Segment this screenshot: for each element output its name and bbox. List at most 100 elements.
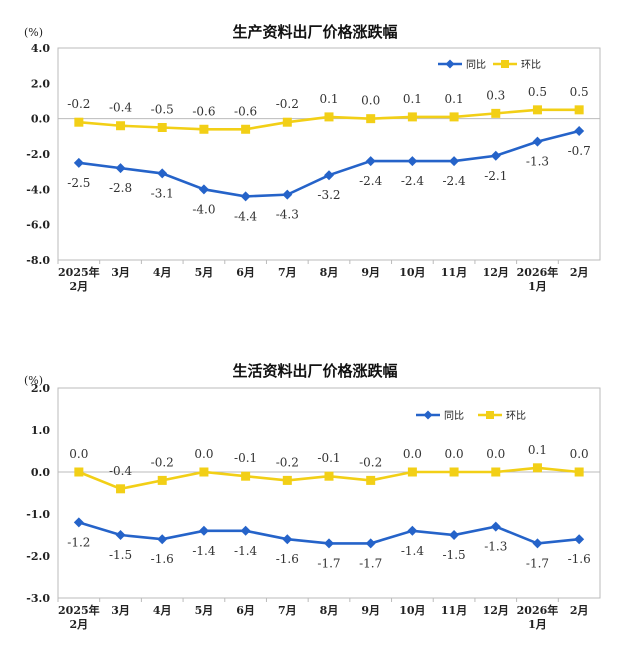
data-label: -2.5 xyxy=(67,176,90,190)
x-tick-label: 10月 xyxy=(399,604,425,617)
data-point xyxy=(199,124,209,134)
data-point xyxy=(74,117,84,127)
series-yoy: -2.5 -2.8 -3.1 -4.0 -4.4 -4.3 -3.2 -2.4 -2.4 -2.4… xyxy=(67,126,591,223)
data-point xyxy=(407,156,418,167)
data-point xyxy=(198,525,209,536)
data-label: -4.3 xyxy=(276,208,299,222)
data-point xyxy=(116,484,126,494)
data-label: -1.6 xyxy=(276,552,299,566)
data-label: 0.0 xyxy=(361,94,380,108)
data-point xyxy=(157,475,167,485)
data-label: -1.5 xyxy=(109,548,132,562)
data-label: -0.7 xyxy=(568,144,591,158)
x-tick-label: 2月 xyxy=(570,604,589,617)
data-point xyxy=(491,108,501,118)
x-tick-label: 8月 xyxy=(320,266,339,279)
x-tick-label: 3月 xyxy=(111,604,130,617)
data-label: -1.7 xyxy=(359,556,382,570)
data-label: -1.6 xyxy=(151,552,174,566)
data-label: 0.5 xyxy=(570,85,589,99)
data-point xyxy=(532,136,543,147)
y-tick-label: 4.0 xyxy=(31,42,50,55)
data-label: -0.1 xyxy=(234,451,257,465)
data-label: 0.1 xyxy=(403,92,422,106)
data-label: 0.0 xyxy=(445,447,464,461)
data-label: -4.4 xyxy=(234,209,258,223)
x-tick-label: 12月 xyxy=(483,266,509,279)
data-label: 0.0 xyxy=(69,447,88,461)
x-tick-label: 7月 xyxy=(278,266,297,279)
y-axis-unit: (%) xyxy=(24,26,43,39)
data-point xyxy=(324,471,334,481)
x-tick-label: 11月 xyxy=(441,266,467,279)
data-label: -4.0 xyxy=(192,202,215,216)
data-point xyxy=(532,105,542,115)
x-tick-label: 9月 xyxy=(361,266,380,279)
data-point xyxy=(532,463,542,473)
y-tick-label: 2.0 xyxy=(31,382,50,395)
x-tick-label: 3月 xyxy=(111,266,130,279)
data-point xyxy=(574,467,584,477)
y-tick-label: 1.0 xyxy=(31,424,50,437)
data-point xyxy=(532,538,543,549)
data-label: -1.4 xyxy=(192,544,216,558)
data-label: -0.2 xyxy=(151,455,174,469)
data-point xyxy=(324,170,334,181)
data-label: -1.3 xyxy=(526,155,549,169)
data-point xyxy=(157,534,168,545)
data-point xyxy=(74,467,84,477)
data-label: 0.0 xyxy=(403,447,422,461)
data-label: -2.8 xyxy=(109,181,132,195)
legend-label: 同比 xyxy=(444,410,464,422)
data-point xyxy=(407,112,417,122)
data-point xyxy=(574,126,585,137)
data-point xyxy=(199,467,209,477)
data-label: -2.4 xyxy=(359,174,383,188)
data-point xyxy=(366,114,376,124)
data-point xyxy=(366,475,376,485)
legend-label: 环比 xyxy=(521,59,541,71)
data-point xyxy=(282,189,293,200)
legend-marker xyxy=(423,410,433,420)
data-point xyxy=(198,184,209,195)
data-label: 0.0 xyxy=(194,447,213,461)
chart-title: 生活资料出厂价格涨跌幅 xyxy=(232,362,397,380)
y-axis-unit: (%) xyxy=(24,374,43,387)
data-point xyxy=(240,525,251,536)
x-tick-label: 8月 xyxy=(320,604,339,617)
y-tick-label: -3.0 xyxy=(26,592,50,605)
data-point xyxy=(407,525,418,536)
legend-label: 环比 xyxy=(506,410,526,422)
x-tick-label: 2026年 xyxy=(517,265,559,279)
data-label: -2.4 xyxy=(401,174,425,188)
data-label: -2.1 xyxy=(484,169,507,183)
data-point xyxy=(490,150,501,161)
legend-label: 同比 xyxy=(466,59,486,71)
legend: 同比 环比 xyxy=(416,410,526,422)
data-label: -0.4 xyxy=(109,101,133,115)
data-label: 0.0 xyxy=(570,447,589,461)
x-tick-label: 2月 xyxy=(70,618,89,631)
data-label: -1.5 xyxy=(443,548,466,562)
data-label: -1.4 xyxy=(234,544,258,558)
y-tick-label: 2.0 xyxy=(31,77,50,90)
data-point xyxy=(73,517,84,528)
legend-marker xyxy=(486,411,494,419)
x-tick-label: 4月 xyxy=(153,604,172,617)
data-point xyxy=(574,105,584,115)
data-point xyxy=(449,467,459,477)
data-label: -0.2 xyxy=(276,97,299,111)
data-point xyxy=(324,112,334,122)
x-tick-label: 2月 xyxy=(570,266,589,279)
x-tick-label: 12月 xyxy=(483,604,509,617)
data-label: -3.2 xyxy=(317,188,340,202)
x-tick-label: 6月 xyxy=(236,266,255,279)
series-mom: -0.2 -0.4 -0.5 -0.6 -0.6 -0.2 0.1 0.0 0.1 0.1 0.3 0… xyxy=(67,85,589,134)
data-label: -1.2 xyxy=(67,535,90,549)
plot-frame xyxy=(57,47,601,261)
x-tick-label: 2月 xyxy=(70,280,89,293)
data-label: -0.1 xyxy=(317,451,340,465)
y-tick-label: 0.0 xyxy=(31,466,50,479)
legend-marker xyxy=(501,60,509,68)
